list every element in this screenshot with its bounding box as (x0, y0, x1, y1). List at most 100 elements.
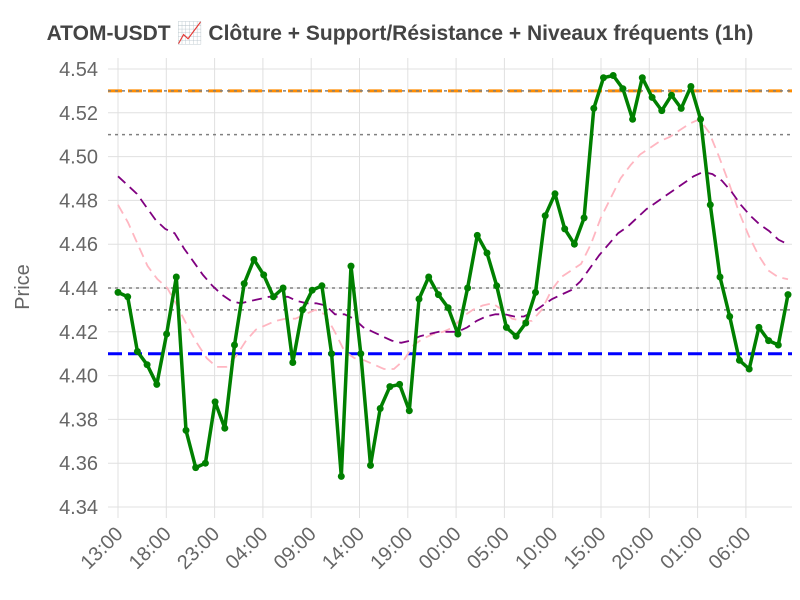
data-point (444, 304, 452, 312)
y-tick-label: 4.52 (59, 103, 98, 125)
data-point (434, 291, 442, 299)
x-tick-label: 05:00 (463, 523, 514, 574)
data-point (502, 323, 510, 331)
data-point (677, 104, 685, 112)
data-point (250, 256, 258, 263)
data-point (774, 341, 782, 349)
data-point (114, 288, 122, 296)
data-point (269, 293, 277, 301)
data-point (687, 83, 695, 90)
data-point (289, 359, 297, 366)
y-tick-label: 4.46 (59, 234, 98, 256)
x-tick-label: 18:00 (125, 523, 176, 574)
data-point (755, 323, 763, 331)
data-point (745, 365, 753, 373)
data-point (231, 341, 238, 349)
chart-title: ATOM-USDT 📈 Clôture + Support/Résistance… (46, 22, 754, 45)
x-tick-labels: 13:0018:0023:0004:0009:0014:0019:0000:00… (77, 523, 756, 574)
data-point (221, 424, 229, 432)
data-point (464, 284, 472, 292)
data-point (153, 380, 161, 388)
x-tick-label: 04:00 (221, 523, 272, 574)
data-point (192, 464, 200, 472)
data-point (697, 115, 705, 123)
data-point (201, 459, 209, 467)
x-tick-label: 10:00 (511, 523, 562, 574)
x-tick-label: 14:00 (318, 523, 369, 574)
y-tick-label: 4.42 (59, 322, 98, 344)
data-point (415, 295, 423, 303)
data-point (143, 361, 151, 369)
data-point (668, 91, 675, 99)
data-point (299, 306, 306, 314)
data-point (735, 356, 743, 364)
data-point (396, 380, 404, 388)
data-point (386, 383, 394, 391)
series-layer (114, 72, 792, 480)
data-point (367, 461, 374, 469)
data-point (473, 231, 481, 239)
data-point (784, 291, 792, 299)
y-tick-label: 4.48 (59, 190, 98, 212)
data-point (600, 74, 607, 82)
data-point (648, 93, 656, 101)
data-point (454, 330, 462, 338)
data-point (590, 104, 598, 112)
x-tick-label: 20:00 (608, 523, 659, 574)
data-point (318, 282, 326, 290)
data-point (211, 398, 219, 406)
data-point (609, 72, 617, 79)
series-line-close (117, 73, 790, 479)
y-tick-label: 4.38 (59, 409, 98, 431)
data-point (765, 337, 773, 345)
data-point (425, 273, 433, 281)
x-tick-label: 15:00 (560, 523, 611, 574)
data-point (629, 115, 637, 123)
data-point (522, 319, 530, 327)
x-tick-label: 09:00 (270, 523, 321, 574)
y-tick-label: 4.54 (59, 59, 98, 81)
y-tick-label: 4.40 (59, 366, 98, 388)
x-tick-label: 13:00 (77, 523, 128, 574)
data-point (376, 405, 384, 412)
data-point (260, 271, 268, 279)
data-point (308, 286, 316, 294)
data-point (405, 407, 413, 415)
x-tick-label: 23:00 (173, 523, 224, 574)
data-point (551, 190, 559, 198)
data-point (716, 273, 724, 281)
y-tick-label: 4.50 (59, 147, 98, 169)
data-point (512, 332, 520, 340)
y-tick-label: 4.34 (59, 497, 98, 519)
data-point (357, 350, 365, 358)
horizontal-levels (108, 89, 792, 356)
data-point (541, 212, 549, 220)
data-point (279, 284, 287, 292)
series-line-1 (117, 170, 789, 344)
data-point (619, 85, 627, 93)
data-point (328, 350, 336, 358)
data-point (347, 262, 355, 270)
data-point (726, 313, 734, 320)
data-point (240, 280, 248, 288)
data-point (172, 273, 180, 281)
y-tick-labels: 4.34 4.36 4.38 4.40 4.42 4.44 4.46 4.48 4.50 4.52… (59, 59, 98, 519)
x-tick-label: 19:00 (366, 523, 417, 574)
data-point (493, 282, 501, 290)
data-point (337, 472, 345, 480)
y-axis-label: Price (12, 264, 34, 310)
data-point (638, 74, 646, 82)
data-point (658, 107, 666, 115)
y-tick-label: 4.44 (59, 278, 98, 300)
data-point (133, 348, 141, 355)
x-tick-label: 06:00 (704, 523, 755, 574)
data-point (163, 330, 171, 338)
x-tick-label: 01:00 (656, 523, 707, 574)
data-point (182, 426, 190, 434)
x-tick-label: 00:00 (415, 523, 466, 574)
data-point (570, 240, 578, 248)
y-tick-label: 4.36 (59, 453, 98, 475)
data-point (580, 214, 588, 222)
